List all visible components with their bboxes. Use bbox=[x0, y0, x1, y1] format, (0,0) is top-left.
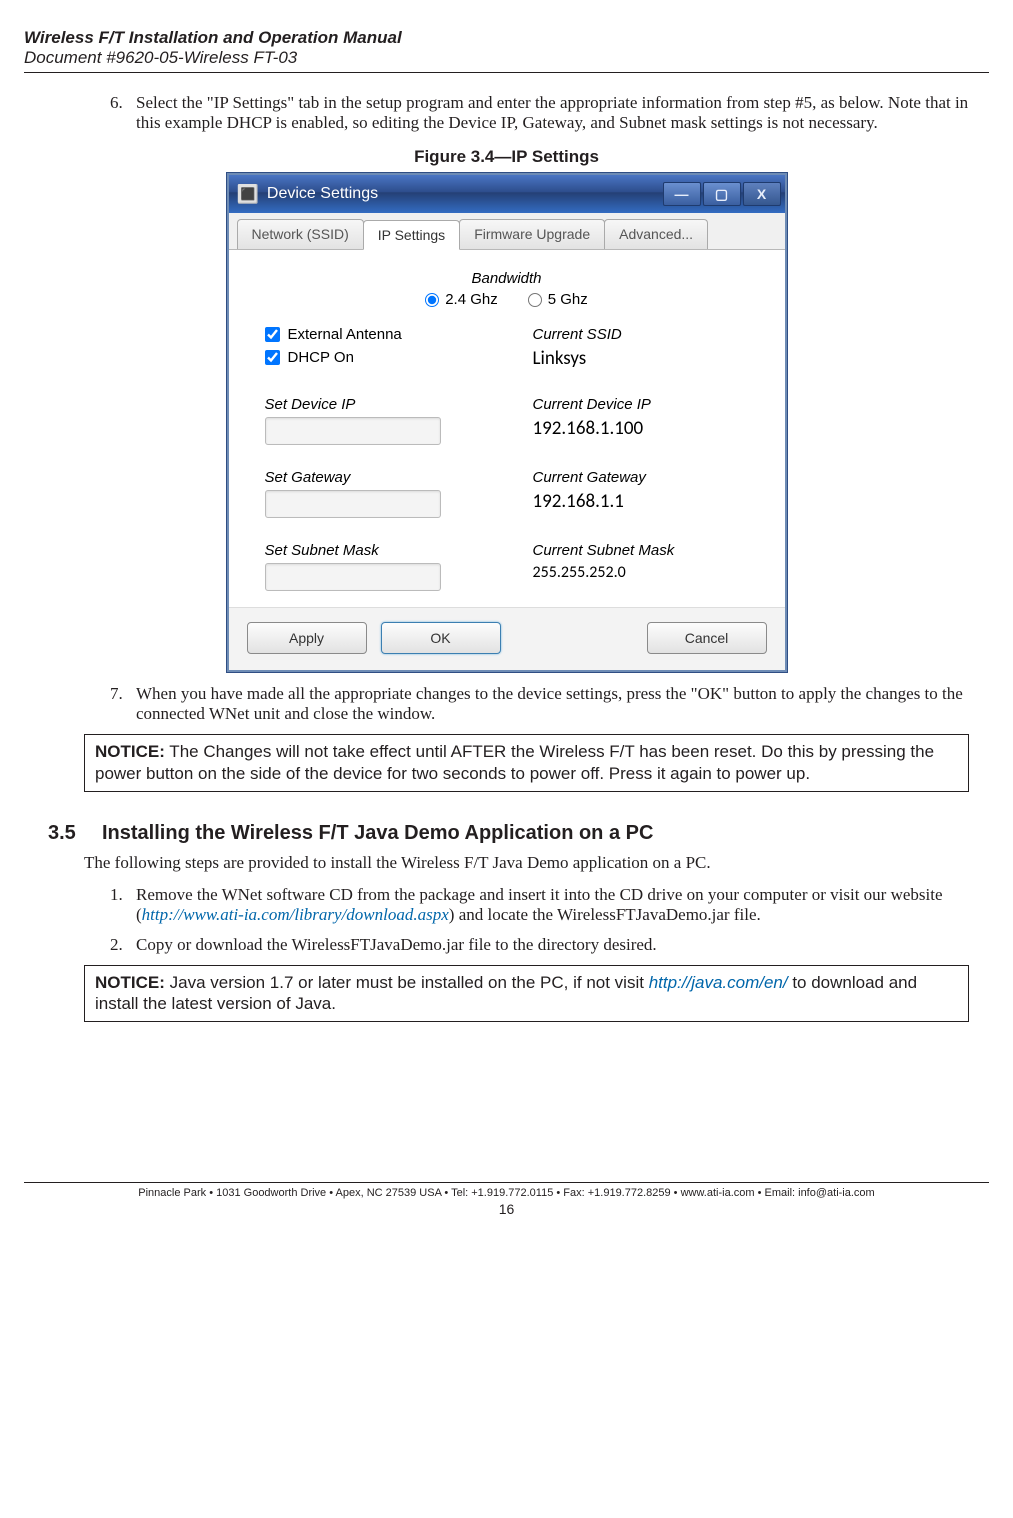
window-controls: — ▢ X bbox=[663, 182, 781, 206]
footer-text: Pinnacle Park • 1031 Goodworth Drive • A… bbox=[24, 1187, 989, 1199]
figure-caption: Figure 3.4—IP Settings bbox=[24, 147, 989, 167]
step-number: 7. bbox=[110, 684, 136, 724]
cancel-button[interactable]: Cancel bbox=[647, 622, 767, 654]
step-number: 2. bbox=[110, 935, 136, 955]
manual-title: Wireless F/T Installation and Operation … bbox=[24, 28, 989, 48]
checkbox-dhcp-on[interactable] bbox=[265, 350, 280, 365]
radio-24ghz-text: 2.4 Ghz bbox=[445, 291, 498, 308]
minimize-button[interactable]: — bbox=[663, 182, 701, 206]
app-icon: 🔳 bbox=[237, 184, 259, 205]
button-row: Apply OK Cancel bbox=[229, 607, 785, 670]
set-device-ip-input[interactable] bbox=[265, 417, 441, 445]
java-link[interactable]: http://java.com/en/ bbox=[649, 973, 788, 992]
step-1: 1. Remove the WNet software CD from the … bbox=[110, 885, 969, 925]
radio-5ghz[interactable] bbox=[528, 293, 542, 307]
step-number: 6. bbox=[110, 93, 136, 133]
current-ssid-label: Current SSID bbox=[533, 326, 755, 343]
set-gateway-input[interactable] bbox=[265, 490, 441, 518]
notice-box: NOTICE: Java version 1.7 or later must b… bbox=[84, 965, 969, 1023]
notice-label: NOTICE: bbox=[95, 973, 165, 992]
tab-ip-settings[interactable]: IP Settings bbox=[363, 220, 460, 250]
current-subnet-mask-label: Current Subnet Mask bbox=[533, 542, 755, 559]
current-ssid-value: Linksys bbox=[533, 347, 755, 370]
step-6: 6. Select the "IP Settings" tab in the s… bbox=[110, 93, 969, 133]
bandwidth-section: Bandwidth 2.4 Ghz 5 Ghz bbox=[259, 270, 755, 308]
document-number: Document #9620-05-Wireless FT-03 bbox=[24, 48, 989, 68]
step-text: When you have made all the appropriate c… bbox=[136, 684, 969, 724]
device-settings-window: 🔳 Device Settings — ▢ X Network (SSID) I… bbox=[227, 173, 787, 672]
step-7: 7. When you have made all the appropriat… bbox=[110, 684, 969, 724]
notice-label: NOTICE: bbox=[95, 742, 165, 761]
section-title: Installing the Wireless F/T Java Demo Ap… bbox=[102, 822, 653, 845]
current-device-ip-value: 192.168.1.100 bbox=[533, 417, 755, 440]
text-post: ) and locate the WirelessFTJavaDemo.jar … bbox=[449, 905, 761, 924]
current-gateway-label: Current Gateway bbox=[533, 469, 755, 486]
section-heading: 3.5 Installing the Wireless F/T Java Dem… bbox=[48, 822, 989, 845]
titlebar: 🔳 Device Settings — ▢ X bbox=[229, 175, 785, 213]
maximize-button[interactable]: ▢ bbox=[703, 182, 741, 206]
set-subnet-mask-input[interactable] bbox=[265, 563, 441, 591]
current-subnet-mask-value: 255.255.252.0 bbox=[533, 563, 755, 582]
radio-5ghz-text: 5 Ghz bbox=[548, 291, 588, 308]
step-text: Copy or download the WirelessFTJavaDemo.… bbox=[136, 935, 657, 955]
set-device-ip-label: Set Device IP bbox=[265, 396, 487, 413]
tab-firmware-upgrade[interactable]: Firmware Upgrade bbox=[459, 219, 605, 249]
radio-24ghz-label[interactable]: 2.4 Ghz bbox=[425, 291, 498, 308]
set-subnet-mask-label: Set Subnet Mask bbox=[265, 542, 487, 559]
footer: Pinnacle Park • 1031 Goodworth Drive • A… bbox=[24, 1182, 989, 1217]
tabstrip: Network (SSID) IP Settings Firmware Upgr… bbox=[229, 213, 785, 250]
radio-24ghz[interactable] bbox=[425, 293, 439, 307]
ok-button[interactable]: OK bbox=[381, 622, 501, 654]
radio-5ghz-label[interactable]: 5 Ghz bbox=[528, 291, 588, 308]
window-title: Device Settings bbox=[267, 185, 378, 203]
external-antenna-label: External Antenna bbox=[288, 326, 402, 343]
apply-button[interactable]: Apply bbox=[247, 622, 367, 654]
current-gateway-value: 192.168.1.1 bbox=[533, 490, 755, 513]
dhcp-on-label: DHCP On bbox=[288, 349, 354, 366]
notice-pre: Java version 1.7 or later must be instal… bbox=[165, 973, 649, 992]
step-number: 1. bbox=[110, 885, 136, 925]
page-header: Wireless F/T Installation and Operation … bbox=[24, 28, 989, 73]
tab-network-ssid[interactable]: Network (SSID) bbox=[237, 219, 364, 249]
header-rule bbox=[24, 72, 989, 73]
checkbox-external-antenna[interactable] bbox=[265, 327, 280, 342]
set-gateway-label: Set Gateway bbox=[265, 469, 487, 486]
page-number: 16 bbox=[24, 1201, 989, 1217]
bandwidth-label: Bandwidth bbox=[259, 270, 755, 287]
tab-advanced[interactable]: Advanced... bbox=[604, 219, 708, 249]
screenshot: 🔳 Device Settings — ▢ X Network (SSID) I… bbox=[24, 173, 989, 672]
section-intro: The following steps are provided to inst… bbox=[84, 853, 989, 873]
step-text: Remove the WNet software CD from the pac… bbox=[136, 885, 969, 925]
notice-box: NOTICE: The Changes will not take effect… bbox=[84, 734, 969, 792]
close-button[interactable]: X bbox=[743, 182, 781, 206]
step-2: 2. Copy or download the WirelessFTJavaDe… bbox=[110, 935, 969, 955]
notice-text: The Changes will not take effect until A… bbox=[95, 742, 934, 783]
ip-settings-panel: Bandwidth 2.4 Ghz 5 Ghz External Antenna… bbox=[229, 250, 785, 607]
download-link[interactable]: http://www.ati-ia.com/library/download.a… bbox=[142, 905, 449, 924]
step-text: Select the "IP Settings" tab in the setu… bbox=[136, 93, 969, 133]
current-device-ip-label: Current Device IP bbox=[533, 396, 755, 413]
section-number: 3.5 bbox=[48, 822, 84, 845]
